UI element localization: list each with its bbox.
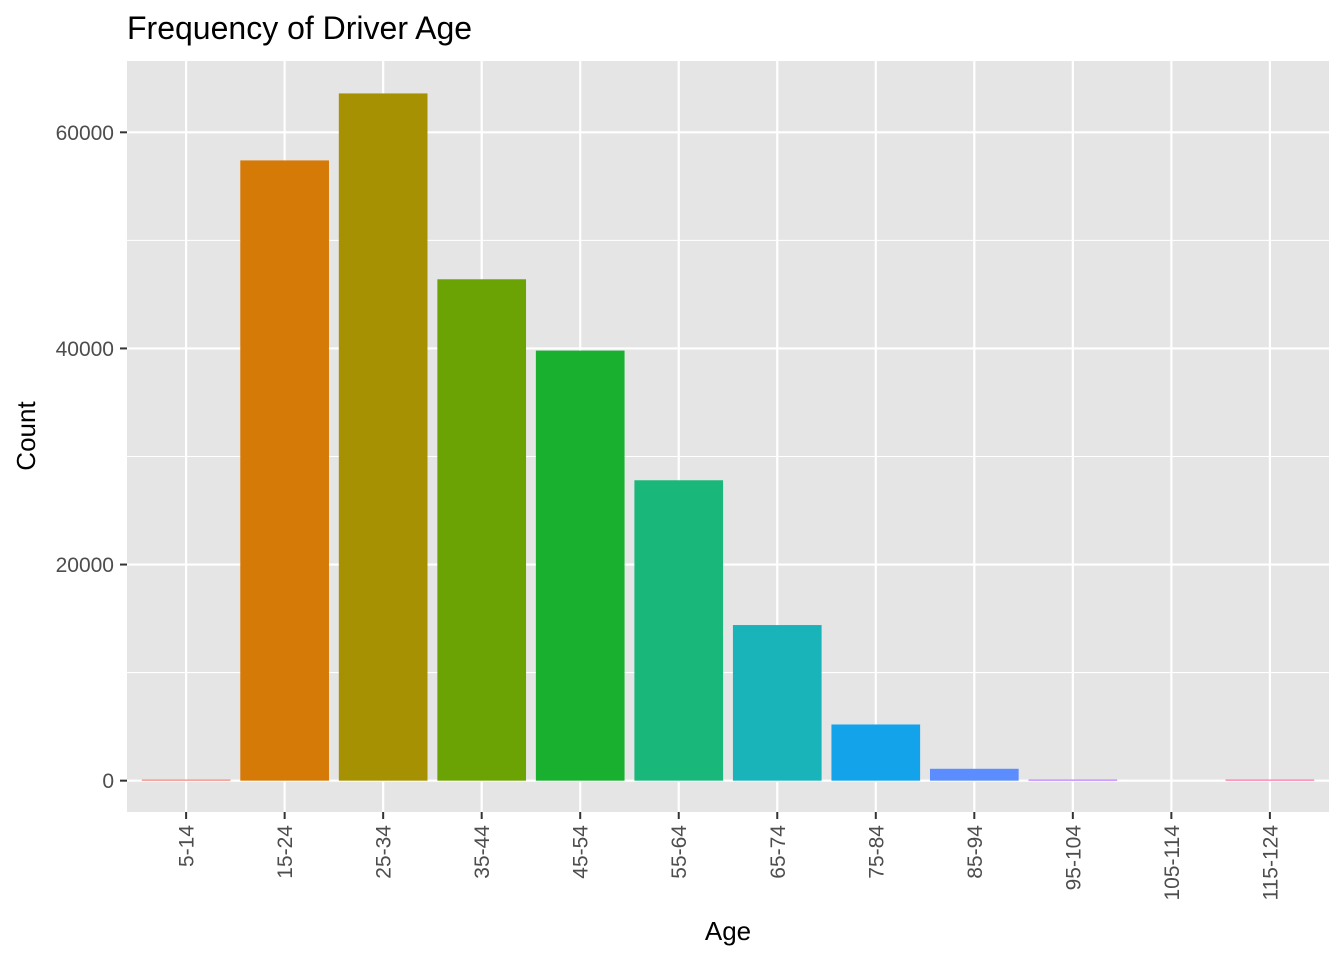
bar-85-94 bbox=[929, 768, 1019, 781]
x-tick-label: 35-44 bbox=[471, 825, 494, 879]
x-tick-label: 105-114 bbox=[1161, 825, 1184, 901]
bar-75-84 bbox=[831, 724, 921, 781]
bar-65-74 bbox=[732, 625, 822, 781]
bar-15-24 bbox=[240, 160, 329, 781]
y-tick-label: 0 bbox=[102, 770, 114, 793]
x-tick-label: 45-54 bbox=[570, 825, 593, 879]
bar-25-34 bbox=[338, 93, 428, 781]
bar-35-44 bbox=[437, 279, 527, 781]
bar-45-54 bbox=[535, 350, 625, 781]
x-tick-label: 75-84 bbox=[865, 825, 888, 879]
x-tick-label: 115-124 bbox=[1259, 825, 1282, 901]
x-tick-label: 5-14 bbox=[176, 825, 199, 867]
y-tick-label: 60000 bbox=[56, 122, 114, 145]
x-tick-label: 25-34 bbox=[373, 825, 396, 879]
x-tick-label: 65-74 bbox=[767, 825, 790, 879]
bar-115-124 bbox=[1225, 779, 1315, 781]
y-axis-title: Count bbox=[11, 401, 41, 471]
x-tick-label: 85-94 bbox=[964, 825, 987, 879]
y-tick-label: 40000 bbox=[56, 338, 114, 361]
bar-5-14 bbox=[141, 779, 231, 781]
bar-95-104 bbox=[1028, 779, 1118, 781]
y-axis: 0 20000 40000 60000 bbox=[56, 122, 127, 793]
bars-layer bbox=[141, 93, 1315, 781]
y-tick-label: 20000 bbox=[56, 554, 114, 577]
x-axis-title: Age bbox=[705, 916, 751, 946]
chart-title: Frequency of Driver Age bbox=[127, 10, 472, 46]
x-tick-label: 55-64 bbox=[668, 825, 691, 879]
x-tick-label: 15-24 bbox=[274, 825, 297, 879]
x-axis: 5-14 15-24 25-34 35-44 45-54 55-64 65-74 75-84 8… bbox=[176, 812, 1282, 901]
x-tick-label: 95-104 bbox=[1062, 825, 1085, 891]
bar-55-64 bbox=[634, 480, 724, 781]
